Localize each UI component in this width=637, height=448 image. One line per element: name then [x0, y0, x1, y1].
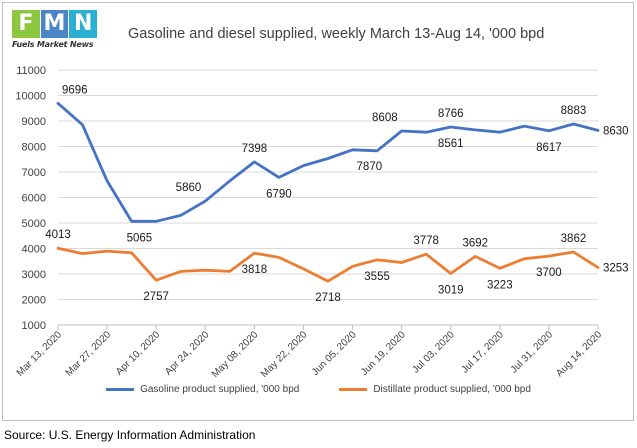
data-label-3: 7398 — [242, 143, 268, 155]
logo-letter-m: M — [40, 10, 69, 38]
series-line-1 — [56, 246, 600, 283]
data-label-11: 8630 — [603, 125, 629, 137]
data-label-17: 3778 — [413, 235, 439, 247]
data-label-14: 3818 — [242, 264, 268, 276]
data-label-18: 3019 — [438, 285, 464, 297]
data-label-12: 4013 — [45, 229, 71, 241]
data-label-16: 3555 — [364, 271, 390, 283]
legend-swatch-gasoline — [106, 388, 135, 391]
source-note: Source: U.S. Energy Information Administ… — [4, 428, 256, 442]
logo-letter-f: F — [12, 10, 40, 38]
y-tick-label-5: 6000 — [22, 193, 46, 205]
y-tick-label-3: 4000 — [22, 244, 46, 256]
x-tick-label-7: Jun 19, 2020 — [359, 329, 408, 378]
data-label-0: 9696 — [62, 84, 88, 96]
x-tick-label-1: Mar 27, 2020 — [64, 329, 114, 379]
series-line-0 — [56, 101, 600, 223]
data-label-22: 3862 — [561, 233, 587, 245]
data-label-23: 3253 — [603, 263, 629, 275]
fmn-logo: F M N Fuels Market News — [12, 10, 98, 50]
data-label-4: 6790 — [266, 188, 292, 200]
x-tick-label-9: Jul 17, 2020 — [460, 329, 507, 376]
x-tick-label-0: Mar 13, 2020 — [15, 329, 65, 379]
chart-title: Gasoline and diesel supplied, weekly Mar… — [128, 26, 545, 42]
data-label-9: 8617 — [536, 142, 562, 154]
y-tick-label-0: 1000 — [22, 320, 46, 332]
chart-frame — [2, 2, 634, 421]
legend-item-distillate: Distillate product supplied, '000 bpd — [339, 384, 531, 395]
x-tick-label-3: Apr 24, 2020 — [163, 329, 212, 378]
y-tick-label-1: 2000 — [22, 295, 46, 307]
y-tick-label-8: 9000 — [22, 116, 46, 128]
data-label-8: 8561 — [438, 138, 464, 150]
y-tick-label-10: 11000 — [16, 65, 46, 77]
data-label-7: 8766 — [438, 108, 464, 120]
data-label-15: 2718 — [315, 292, 341, 304]
data-label-10: 8883 — [561, 105, 587, 117]
x-tick-label-10: Jul 31, 2020 — [509, 329, 556, 376]
data-label-2: 5860 — [176, 182, 202, 194]
y-tick-label-2: 3000 — [22, 269, 46, 281]
data-label-1: 5065 — [127, 232, 153, 244]
data-label-19: 3692 — [462, 237, 488, 249]
data-label-5: 7870 — [357, 161, 383, 173]
legend-label-distillate: Distillate product supplied, '000 bpd — [373, 384, 531, 395]
legend-swatch-distillate — [339, 388, 368, 391]
x-tick-label-11: Aug 14, 2020 — [554, 329, 604, 379]
data-label-6: 8608 — [372, 112, 398, 124]
data-label-13: 2757 — [143, 291, 169, 303]
data-label-20: 3223 — [487, 279, 513, 291]
x-tick-label-2: Apr 10, 2020 — [114, 329, 163, 378]
y-tick-label-4: 5000 — [22, 218, 46, 230]
x-tick-label-8: Jul 03, 2020 — [411, 329, 458, 376]
logo-letter-n: N — [69, 10, 98, 38]
data-label-21: 3700 — [536, 267, 562, 279]
y-tick-label-6: 7000 — [22, 167, 46, 179]
chart-legend: Gasoline product supplied, '000 bpd Dist… — [0, 384, 637, 395]
y-tick-label-9: 10000 — [15, 91, 46, 103]
logo-tagline: Fuels Market News — [12, 40, 94, 49]
x-tick-label-6: Jun 05, 2020 — [310, 329, 359, 378]
legend-item-gasoline: Gasoline product supplied, '000 bpd — [106, 384, 299, 395]
x-tick-label-5: May 22, 2020 — [259, 329, 310, 380]
legend-label-gasoline: Gasoline product supplied, '000 bpd — [140, 384, 300, 395]
x-tick-label-4: May 08, 2020 — [210, 329, 261, 380]
y-tick-label-7: 8000 — [22, 142, 46, 154]
